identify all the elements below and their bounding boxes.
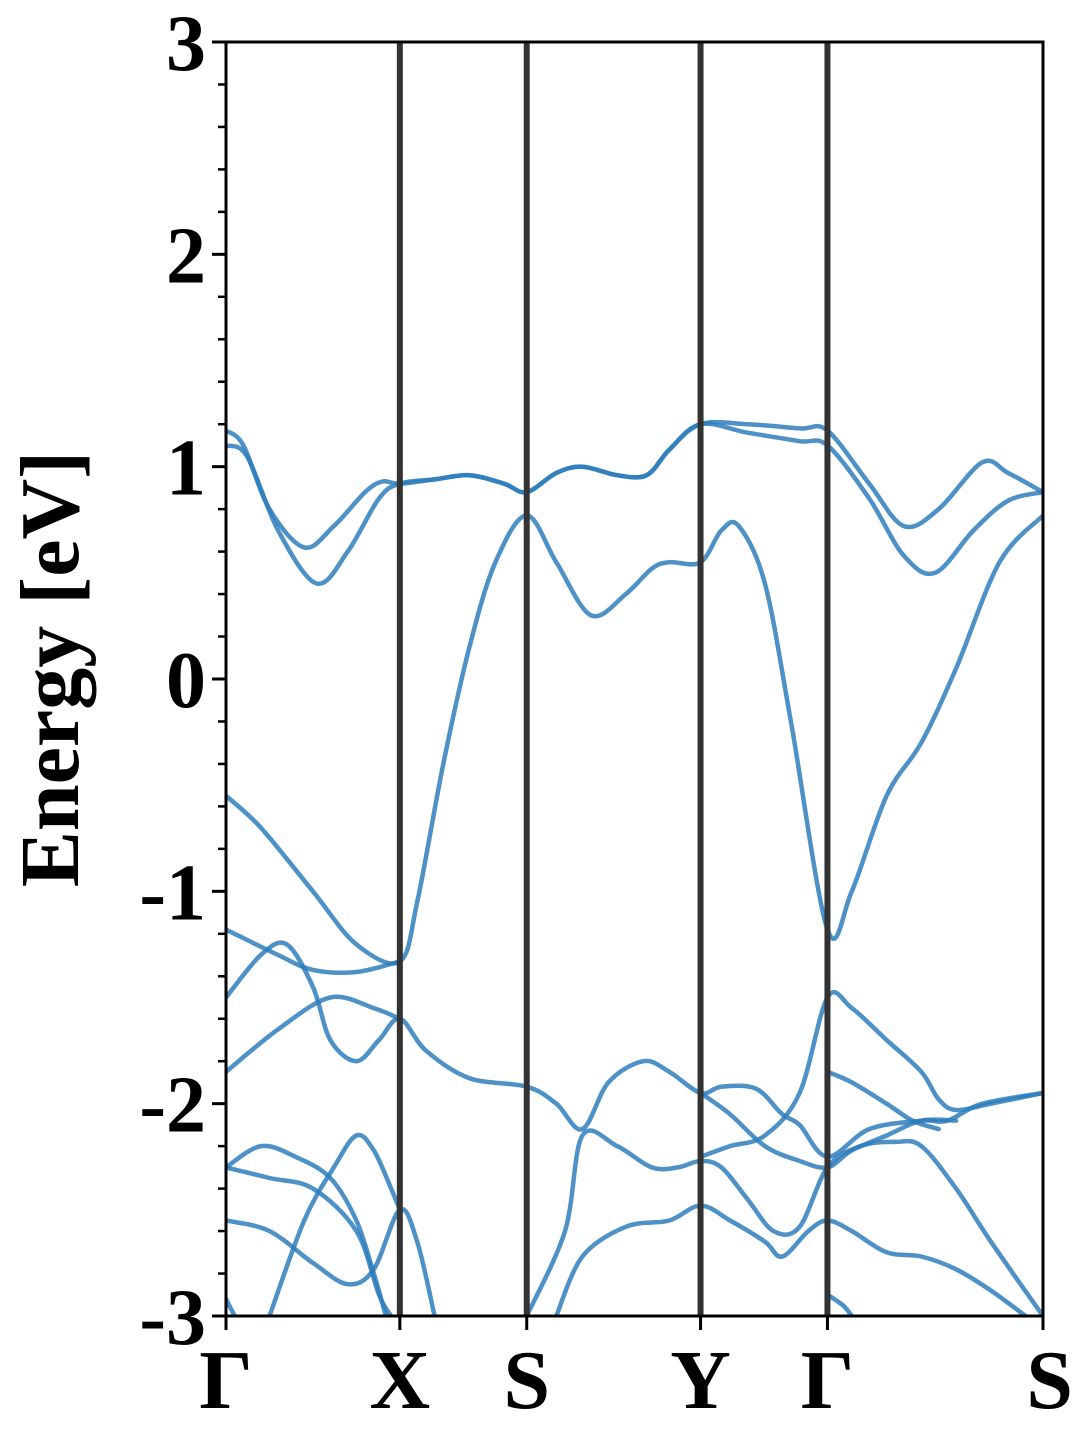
band-line-14 [226,1143,389,1316]
band-line-6 [226,994,403,1075]
band-line-2 [226,421,1043,586]
y-tick-label: -3 [139,1274,206,1362]
y-tick-label: 2 [166,212,206,300]
band-line-15 [226,1206,437,1316]
k-point-label: X [369,1334,430,1427]
band-line-7 [524,1128,1043,1316]
band-line-12 [825,1292,855,1316]
band-line-8 [554,1203,1028,1316]
y-tick-label: -2 [139,1062,206,1150]
band-line-10 [698,989,1043,1160]
y-axis-label: Energy [eV] [4,451,97,887]
y-tick-label: 3 [166,0,206,88]
band-line-16 [267,1132,403,1316]
kpath-vertical-lines [396,42,831,1316]
y-axis-ticks: 3 2 1 0 -1 -2 -3 [139,0,226,1362]
k-point-label: Γ [801,1334,854,1427]
band-line-5 [226,940,1043,1160]
k-point-label: S [503,1334,550,1427]
y-tick-label: -1 [139,849,206,937]
k-point-label: Y [670,1334,731,1427]
band-line-4 [226,927,403,975]
k-point-label: S [1026,1334,1073,1427]
k-point-label: Γ [199,1334,252,1427]
band-lines [226,419,1043,1316]
band-line-11 [825,1069,941,1132]
y-tick-label: 0 [166,637,206,725]
band-line-1 [226,419,1043,550]
band-line-3 [226,513,1043,966]
y-tick-label: 1 [166,425,206,513]
